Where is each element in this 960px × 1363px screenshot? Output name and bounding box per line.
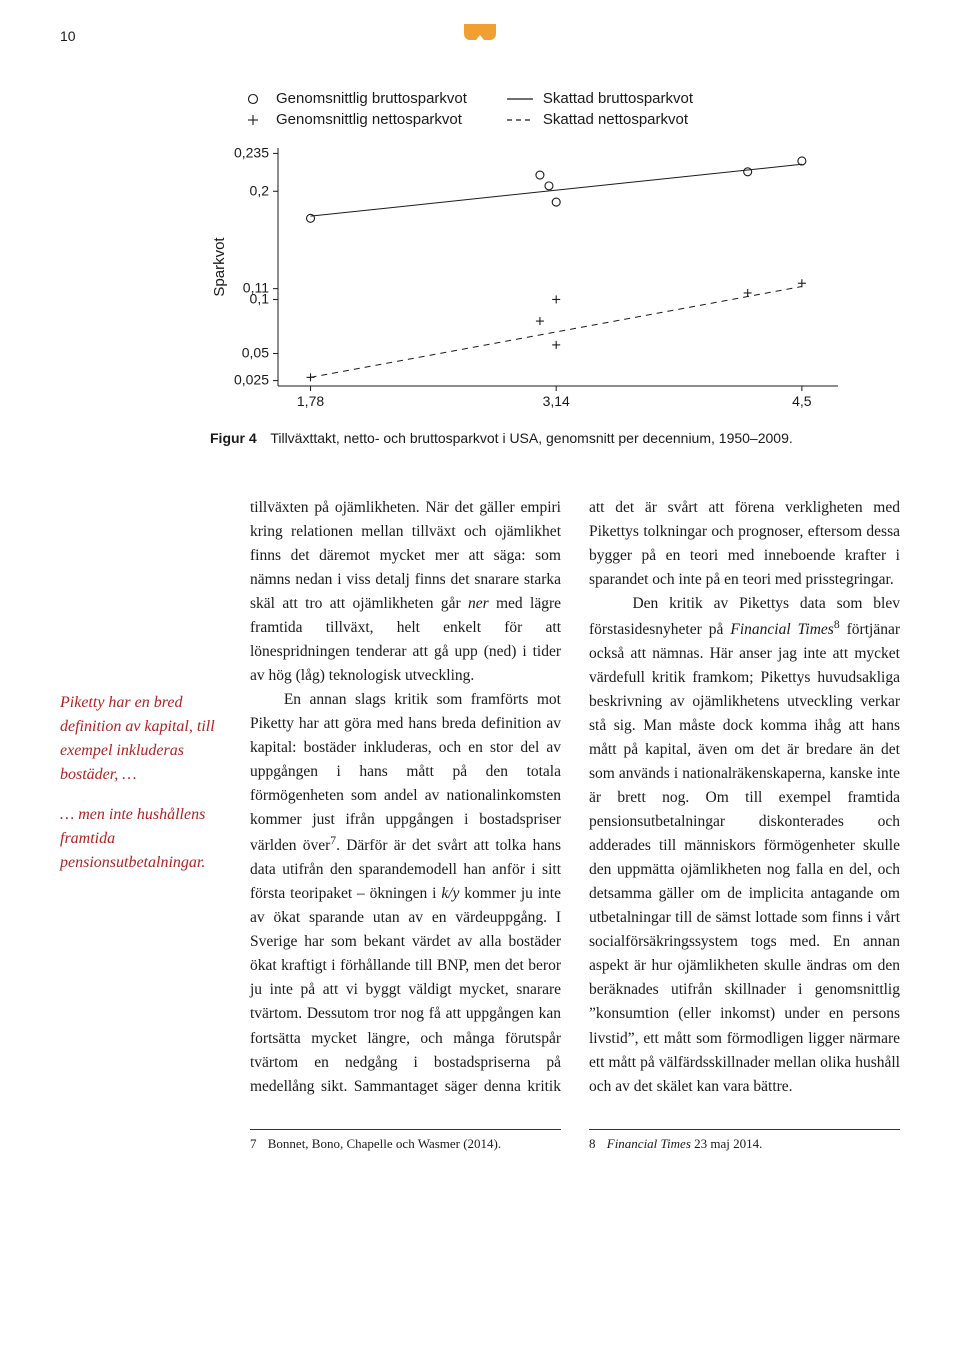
svg-text:0,11: 0,11 xyxy=(243,280,269,296)
page-number: 10 xyxy=(60,28,76,44)
svg-text:4,5: 4,5 xyxy=(792,393,812,409)
plus-marker-icon xyxy=(240,114,266,126)
body-paragraph: tillväxten på ojämlikheten. När det gäll… xyxy=(250,496,900,1099)
footnote: 8 Financial Times 23 maj 2014. xyxy=(589,1129,900,1152)
margin-notes-column: Piketty har en bred definition av kapita… xyxy=(60,496,220,1099)
footnote-text: Financial Times 23 maj 2014. xyxy=(607,1136,763,1151)
svg-text:1,78: 1,78 xyxy=(297,393,324,409)
legend-label: Genomsnittlig bruttosparkvot xyxy=(276,90,467,107)
legend-label: Skattad bruttosparkvot xyxy=(543,90,693,107)
legend-item: Genomsnittlig nettosparkvot xyxy=(240,111,467,128)
footnote-number: 7 xyxy=(250,1136,257,1151)
svg-text:0,2: 0,2 xyxy=(250,182,270,198)
footnote-number: 8 xyxy=(589,1136,596,1151)
chart-caption: Figur 4 Tillväxttakt, netto- och bruttos… xyxy=(210,430,900,446)
svg-text:0,025: 0,025 xyxy=(234,372,269,388)
legend-item: Skattad bruttosparkvot xyxy=(507,90,693,107)
scatter-chart: 0,0250,050,10,110,20,2351,783,144,5Spark… xyxy=(210,142,850,412)
figure-label: Figur 4 xyxy=(210,430,257,446)
goggles-icon xyxy=(460,20,500,47)
chart-legend: Genomsnittlig bruttosparkvot Genomsnittl… xyxy=(240,90,860,128)
svg-text:Sparkvot: Sparkvot xyxy=(211,237,228,297)
footnote: 7 Bonnet, Bono, Chapelle och Wasmer (201… xyxy=(250,1129,561,1152)
margin-note: Piketty har en bred definition av kapita… xyxy=(60,691,220,787)
svg-text:0,05: 0,05 xyxy=(242,345,269,361)
figure-caption-text: Tillväxttakt, netto- och bruttosparkvot … xyxy=(270,430,792,446)
dash-line-icon xyxy=(507,114,533,126)
chart-container: Genomsnittlig bruttosparkvot Genomsnittl… xyxy=(210,90,860,412)
footnote-text: Bonnet, Bono, Chapelle och Wasmer (2014)… xyxy=(268,1136,501,1151)
legend-label: Skattad nettosparkvot xyxy=(543,111,688,128)
circle-marker-icon xyxy=(240,93,266,105)
legend-item: Skattad nettosparkvot xyxy=(507,111,693,128)
svg-text:3,14: 3,14 xyxy=(543,393,570,409)
body-text: tillväxten på ojämlikheten. När det gäll… xyxy=(250,496,900,1099)
margin-note: … men inte hushållens framtida pensionsu… xyxy=(60,803,220,875)
solid-line-icon xyxy=(507,93,533,105)
footnotes: 7 Bonnet, Bono, Chapelle och Wasmer (201… xyxy=(250,1129,900,1152)
legend-item: Genomsnittlig bruttosparkvot xyxy=(240,90,467,107)
legend-label: Genomsnittlig nettosparkvot xyxy=(276,111,462,128)
svg-text:0,235: 0,235 xyxy=(234,144,269,160)
